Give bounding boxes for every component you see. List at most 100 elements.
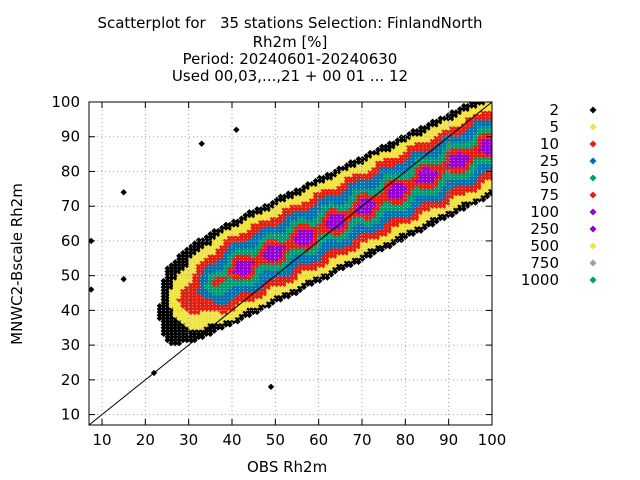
density-point [191,321,198,328]
density-point [402,190,409,197]
density-point [222,221,229,228]
density-point [429,174,436,181]
density-point [421,215,428,222]
density-point [187,334,194,341]
density-point [433,165,440,172]
density-point [324,184,331,191]
density-point [339,212,346,219]
density-point [371,149,378,156]
density-point [359,237,366,244]
density-point [316,262,323,269]
density-point [421,209,428,216]
density-point [332,180,339,187]
density-point [273,246,280,253]
density-point [332,168,339,175]
density-point [414,177,421,184]
density-point [199,268,206,275]
density-point [445,162,452,169]
density-point [328,221,335,228]
density-point [456,137,463,144]
density-point [406,196,413,203]
density-point [308,237,315,244]
y-tick-label: 100 [51,93,80,111]
density-point [187,274,194,281]
density-point [449,109,456,116]
density-point [293,190,300,197]
density-point [265,246,272,253]
density-point [414,221,421,228]
density-point [441,115,448,122]
density-point [168,293,175,300]
density-point [386,152,393,159]
density-point [195,249,202,256]
density-point [297,221,304,228]
density-point [297,237,304,244]
density-point [246,302,253,309]
density-point [433,218,440,225]
density-point [277,237,284,244]
density-point [367,174,374,181]
density-point [414,193,421,200]
density-point [464,137,471,144]
density-point [219,227,226,234]
density-point [211,302,218,309]
density-point [219,249,226,256]
density-point [367,168,374,175]
density-point [464,177,471,184]
legend-marker [589,191,597,199]
density-point [343,227,350,234]
density-point [219,240,226,247]
density-point [367,202,374,209]
density-point [258,205,265,212]
density-point [312,212,319,219]
density-point [222,246,229,253]
density-point [300,190,307,197]
density-point [371,174,378,181]
density-point [222,268,229,275]
density-point [176,318,183,325]
density-point [398,155,405,162]
density-point [285,290,292,297]
density-point [226,271,233,278]
density-point [332,249,339,256]
density-point [382,221,389,228]
density-point [476,102,483,109]
density-point [425,212,432,219]
density-point [472,102,479,109]
density-point [476,118,483,125]
density-point [371,187,378,194]
density-point [417,190,424,197]
density-point [308,196,315,203]
density-point [172,277,179,284]
density-point [293,287,300,294]
density-point [176,299,183,306]
density-point [304,221,311,228]
density-point [343,193,350,200]
density-point [398,140,405,147]
density-point [285,224,292,231]
density-point [246,284,253,291]
density-point [250,299,257,306]
density-point [312,180,319,187]
density-point [445,165,452,172]
density-point [203,255,210,262]
density-point [281,246,288,253]
density-point [238,274,245,281]
density-point [230,268,237,275]
density-point [437,121,444,128]
density-point [199,252,206,259]
density-point [390,165,397,172]
density-point [187,324,194,331]
density-point [406,159,413,166]
density-point [246,218,253,225]
density-point [402,140,409,147]
density-point [445,209,452,216]
density-point [394,190,401,197]
density-point [371,205,378,212]
density-point [414,187,421,194]
density-point [433,124,440,131]
legend-marker [589,225,597,233]
density-point [219,296,226,303]
density-point [215,302,222,309]
density-point [367,249,374,256]
